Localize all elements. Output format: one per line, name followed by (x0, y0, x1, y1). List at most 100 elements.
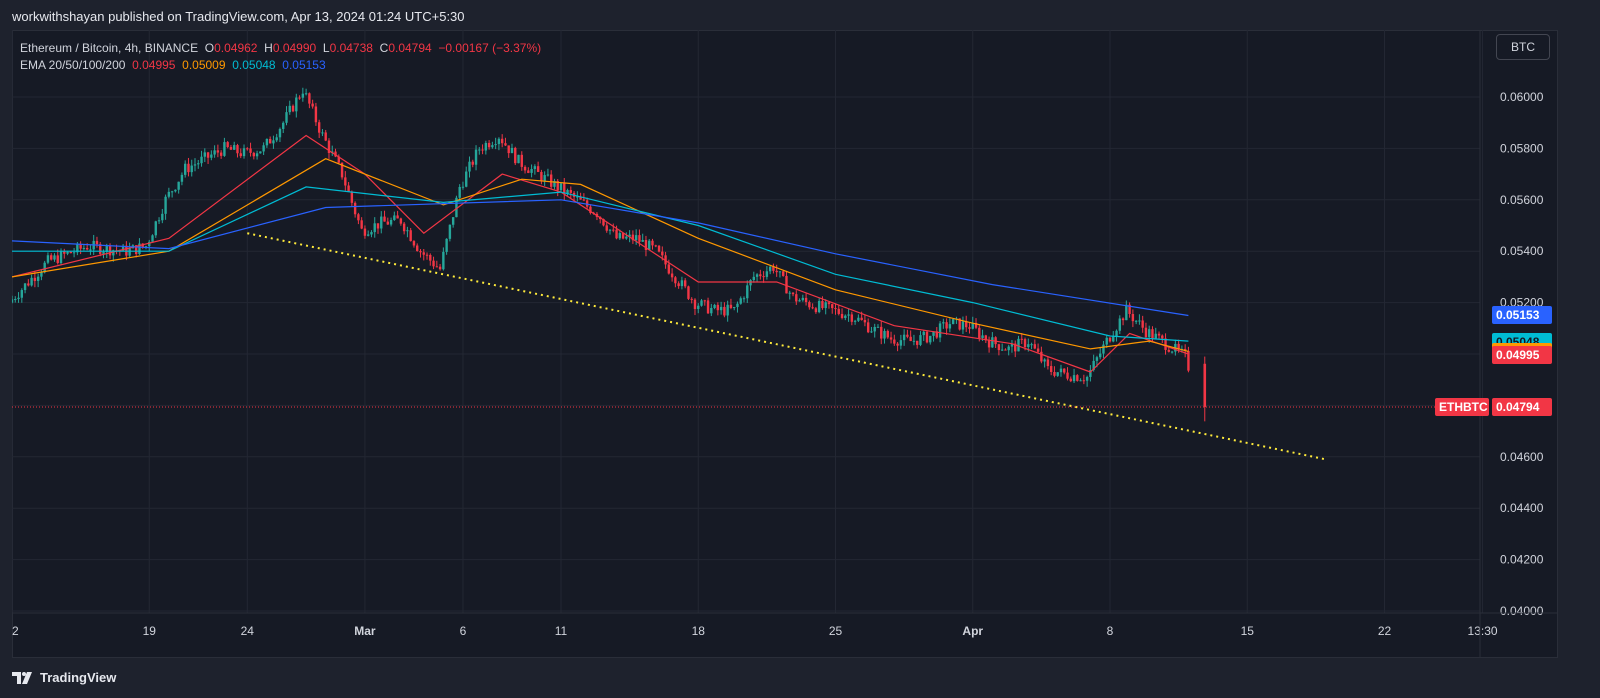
candle-body (69, 251, 73, 254)
symbol-tag: ETHBTC (1435, 397, 1489, 416)
candle-body (951, 319, 955, 325)
candle-body (455, 197, 458, 218)
candle-body (85, 247, 89, 250)
y-tick-label: 0.04600 (1500, 450, 1544, 464)
legend-low-value: 0.04738 (329, 41, 373, 55)
candle-body (304, 93, 308, 95)
candle-body (808, 302, 811, 308)
candle-body (1128, 304, 1131, 314)
candle-body (814, 308, 818, 313)
candle-body (357, 214, 360, 221)
candle-body (556, 180, 559, 191)
candle-body (393, 215, 396, 220)
candle-body (844, 315, 847, 319)
candle-body (484, 142, 488, 151)
candle-body (677, 283, 680, 287)
candle-body (847, 314, 850, 316)
candle-body (334, 151, 337, 157)
candle-body (491, 145, 494, 148)
candle-body (942, 322, 945, 324)
candle-body (837, 308, 840, 314)
candle-body (422, 252, 425, 255)
chart-pane[interactable] (12, 30, 1558, 658)
candle-body (906, 334, 909, 337)
candle-body (965, 321, 968, 328)
candle-body (301, 93, 305, 98)
candle-body (95, 240, 99, 245)
candle-body (929, 335, 932, 343)
ema-line-ema50 (12, 158, 1189, 352)
publisher-line: workwithshayan published on TradingView.… (12, 9, 465, 24)
candle-body (17, 297, 20, 300)
candle-body (40, 272, 43, 277)
candle-body (465, 171, 468, 187)
candle-body (353, 202, 357, 215)
x-tick-label: 19 (143, 624, 157, 638)
candle-body (791, 292, 795, 295)
candle-body (50, 255, 53, 260)
legend-ema-label[interactable]: EMA 20/50/100/200 (20, 58, 126, 72)
candle-body (500, 138, 504, 144)
candle-body (527, 170, 530, 173)
candle-body (1115, 330, 1118, 337)
candle-body (239, 153, 242, 157)
candle-body (880, 326, 883, 339)
candle-body (870, 331, 873, 333)
candle-body (984, 335, 988, 341)
candle-body (419, 251, 422, 253)
candle-body (59, 251, 63, 264)
candle-body (494, 144, 497, 146)
currency-button[interactable]: BTC (1496, 34, 1550, 60)
candle-body (46, 255, 50, 263)
chart-plot[interactable]: 0.060000.058000.056000.054000.052000.050… (12, 30, 1558, 658)
candle-body (376, 223, 380, 229)
candle-body (634, 235, 638, 241)
candle-body (817, 300, 821, 313)
candle-body (801, 297, 805, 301)
x-tick-label: 6 (460, 624, 467, 638)
candle-body (327, 140, 331, 154)
trendline[interactable] (247, 232, 1326, 461)
candle-body (383, 216, 386, 222)
candle-body (889, 337, 893, 340)
candle-body (674, 277, 677, 284)
price-tag: 0.04995 (1492, 346, 1552, 365)
candle-body (1056, 372, 1059, 376)
candle-body (932, 331, 935, 336)
candle-body (533, 166, 537, 169)
tradingview-logo[interactable]: TradingView (12, 670, 116, 685)
candle-body (246, 148, 249, 150)
candle-body (161, 213, 164, 221)
candle-body (99, 244, 102, 254)
candle-body (795, 294, 798, 302)
legend-close-label: C (379, 41, 389, 55)
candle-body (543, 175, 546, 181)
price-tag: 0.05153 (1492, 305, 1552, 324)
y-tick-label: 0.04200 (1500, 553, 1544, 567)
candle-body (229, 146, 233, 150)
legend-symbol[interactable]: Ethereum / Bitcoin, 4h, BINANCE (20, 41, 199, 55)
candle-body (618, 233, 622, 239)
candle-body (706, 300, 710, 314)
candle-body (1043, 359, 1046, 362)
candle-body (615, 229, 618, 239)
candle-body (523, 166, 527, 171)
candle-body (255, 153, 259, 157)
candle-body (285, 112, 288, 123)
candle-body (259, 151, 262, 154)
y-tick-label: 0.06000 (1500, 90, 1544, 104)
candle-body (144, 246, 148, 248)
candle-body (121, 245, 125, 251)
candle-body (821, 300, 824, 309)
candle-body (886, 330, 889, 338)
y-tick-label: 0.04400 (1500, 501, 1544, 515)
candle-body (82, 247, 86, 249)
candle-body (589, 206, 592, 213)
candle-body (203, 152, 207, 157)
candle-body (893, 339, 896, 344)
candle-body (772, 266, 775, 271)
candle-body (321, 132, 324, 134)
candle-body (638, 235, 641, 242)
candle-body (435, 266, 439, 268)
candle-body (1082, 380, 1086, 382)
